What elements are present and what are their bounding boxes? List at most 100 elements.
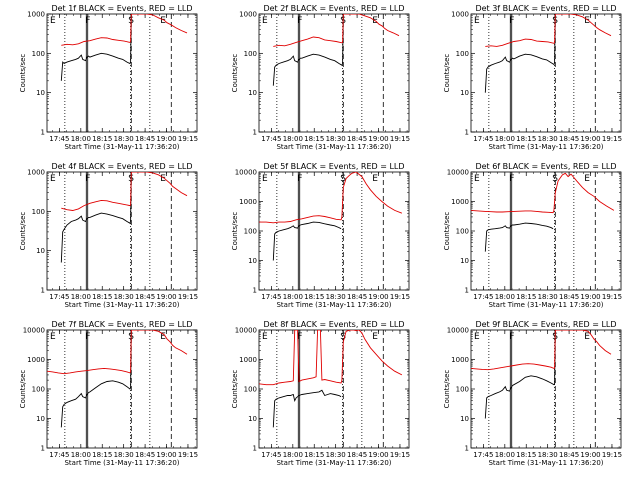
x-tick-label: 19:15 [390, 135, 410, 143]
plot-frame [470, 329, 622, 449]
y-tick-label: 1000 [239, 11, 257, 19]
x-axis-label: Start Time (31-May-11 17:36:20) [276, 143, 391, 151]
panel-det-1: Det 1f BLACK = Events, RED = LLD 1 10 100 10… [19, 4, 198, 151]
series-line-events [60, 172, 132, 263]
x-tick-label: 18:45 [347, 293, 367, 301]
x-tick-label: 18:15 [516, 135, 536, 143]
x-tick-label: 19:00 [580, 451, 600, 459]
marker-letter: F [509, 332, 514, 342]
marker-letter: E [160, 16, 166, 26]
marker-letter: E [474, 16, 480, 26]
panel-det-5: Det 5f BLACK = Events, RED = LLD 1 10 100 10… [231, 162, 410, 309]
x-tick-label: 18:15 [304, 293, 324, 301]
y-tick-label: 1000 [451, 198, 469, 206]
x-tick-label: 18:45 [347, 451, 367, 459]
x-tick-label: 19:15 [602, 451, 622, 459]
series-line-lld [259, 172, 403, 224]
x-tick-label: 18:00 [71, 135, 91, 143]
y-tick-label: 1 [253, 287, 257, 295]
y-tick-label: 100 [244, 50, 257, 58]
y-tick-label: 10 [460, 415, 469, 423]
plot-frame [46, 13, 198, 133]
x-tick-label: 18:30 [538, 135, 558, 143]
x-tick-label: 19:15 [178, 293, 198, 301]
x-tick-label: 19:00 [156, 135, 176, 143]
x-axis-label: Start Time (31-May-11 17:36:20) [488, 459, 603, 467]
x-tick-label: 18:45 [135, 451, 155, 459]
marker-letter: F [509, 174, 514, 184]
y-tick-label: 1 [465, 129, 469, 137]
y-tick-label: 1000 [239, 198, 257, 206]
x-tick-label: 17:45 [473, 293, 493, 301]
x-tick-label: 18:15 [92, 451, 112, 459]
series-line-lld [47, 330, 188, 375]
x-tick-label: 19:15 [390, 293, 410, 301]
x-tick-label: 18:30 [326, 135, 346, 143]
marker-letter: F [85, 16, 90, 26]
x-tick-label: 19:00 [368, 293, 388, 301]
x-tick-label: 18:45 [347, 135, 367, 143]
y-tick-label: 100 [32, 50, 45, 58]
y-tick-label: 1 [465, 287, 469, 295]
x-tick-label: 18:45 [559, 451, 579, 459]
x-tick-label: 19:15 [602, 135, 622, 143]
marker-letter: E [474, 332, 480, 342]
y-tick-label: 1000 [27, 356, 45, 364]
x-tick-label: 18:00 [495, 135, 515, 143]
x-tick-label: 18:30 [114, 293, 134, 301]
y-axis-label: Counts/sec [19, 370, 27, 409]
x-tick-label: 18:15 [516, 293, 536, 301]
y-tick-label: 1 [41, 445, 45, 453]
y-tick-label: 1 [41, 287, 45, 295]
plot-frame [470, 13, 622, 133]
x-tick-label: 18:30 [538, 293, 558, 301]
x-tick-label: 19:00 [156, 451, 176, 459]
x-axis-label: Start Time (31-May-11 17:36:20) [64, 301, 179, 309]
y-axis-label: Counts/sec [19, 212, 27, 251]
x-tick-label: 18:00 [495, 451, 515, 459]
y-tick-label: 1 [41, 129, 45, 137]
y-axis-label: Counts/sec [231, 212, 239, 251]
y-tick-label: 100 [456, 228, 469, 236]
x-tick-label: 18:00 [71, 293, 91, 301]
panel-title: Det 4f BLACK = Events, RED = LLD [51, 162, 192, 171]
y-tick-label: 10 [248, 89, 257, 97]
y-tick-label: 10 [36, 89, 45, 97]
x-axis-label: Start Time (31-May-11 17:36:20) [276, 459, 391, 467]
x-tick-label: 19:00 [156, 293, 176, 301]
marker-letter: E [584, 174, 590, 184]
marker-letter: S [552, 174, 558, 184]
marker-letter: E [372, 174, 378, 184]
x-tick-label: 18:15 [516, 451, 536, 459]
marker-letter: E [584, 16, 590, 26]
panel-title: Det 2f BLACK = Events, RED = LLD [263, 4, 404, 13]
plot-frame [258, 329, 410, 449]
series-line-events [272, 221, 342, 261]
marker-letter: S [340, 174, 346, 184]
panel-title: Det 5f BLACK = Events, RED = LLD [263, 162, 404, 171]
marker-letter: F [297, 332, 302, 342]
x-axis-label: Start Time (31-May-11 17:36:20) [276, 301, 391, 309]
x-tick-label: 18:45 [559, 293, 579, 301]
y-tick-label: 1000 [27, 169, 45, 177]
y-tick-label: 1 [253, 445, 257, 453]
x-tick-label: 18:15 [92, 135, 112, 143]
series-line-events [60, 330, 132, 428]
y-axis-label: Counts/sec [443, 54, 451, 93]
panel-det-6: Det 6f BLACK = Events, RED = LLD 1 10 100 10… [443, 162, 622, 309]
marker-letter: E [262, 174, 268, 184]
y-tick-label: 1000 [451, 356, 469, 364]
x-tick-label: 19:00 [368, 135, 388, 143]
y-tick-label: 100 [244, 386, 257, 394]
y-tick-label: 100 [32, 208, 45, 216]
y-axis-label: Counts/sec [443, 212, 451, 251]
series-line-lld [485, 14, 612, 47]
x-tick-label: 19:00 [580, 135, 600, 143]
series-line-events [272, 389, 342, 428]
y-axis-label: Counts/sec [19, 54, 27, 93]
x-axis-label: Start Time (31-May-11 17:36:20) [488, 143, 603, 151]
x-tick-label: 17:45 [473, 451, 493, 459]
y-tick-label: 100 [244, 228, 257, 236]
plot-frame [46, 329, 198, 449]
panel-det-8: Det 8f BLACK = Events, RED = LLD 1 10 100 10… [231, 320, 410, 467]
